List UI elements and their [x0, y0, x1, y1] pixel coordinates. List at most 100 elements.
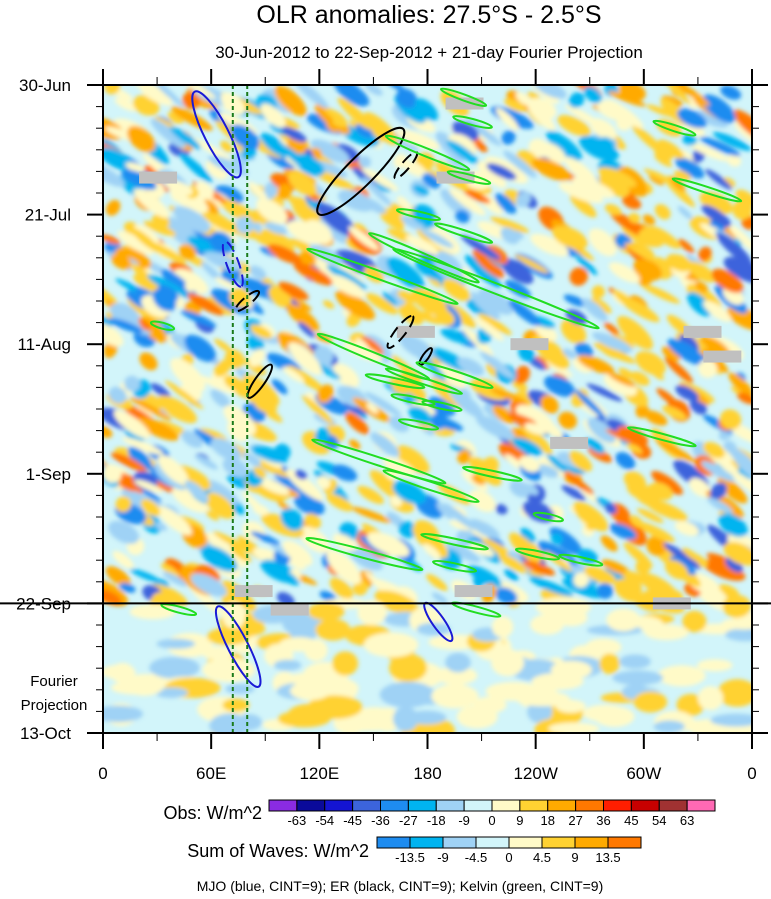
colorbar-level-label: 63 [680, 813, 694, 828]
missing-data-patch [510, 338, 549, 351]
projection-label-line2: Projection [21, 697, 88, 714]
colorbar-level-label: 18 [541, 813, 555, 828]
colorbar-level-label: -4.5 [465, 850, 487, 865]
colorbar-level-label: 9 [516, 813, 523, 828]
kelvin-contour [439, 87, 488, 108]
kelvin-contour [382, 469, 480, 504]
colorbar-level-label: -54 [315, 813, 334, 828]
colorbar-swatch [519, 799, 549, 812]
colorbar-swatch [658, 799, 688, 812]
colorbar-swatch [296, 799, 326, 812]
kelvin-contour [452, 115, 493, 129]
missing-data-patch [234, 585, 273, 598]
colorbar-level-label: -63 [287, 813, 306, 828]
kelvin-contour [421, 399, 463, 413]
colorbar-level-label: -45 [343, 813, 362, 828]
kelvin-contour [558, 553, 604, 567]
kelvin-contour [149, 320, 176, 331]
colorbar-level-label: 54 [652, 813, 666, 828]
y-tick-label: 1-Sep [26, 465, 71, 484]
colorbar-swatch [376, 836, 411, 849]
y-tick-label: 21-Jul [25, 206, 71, 225]
missing-data-patch [550, 436, 589, 449]
kelvin-contour [462, 465, 523, 482]
kelvin-contour [368, 232, 480, 284]
missing-data-patch [396, 325, 435, 338]
y-tick-label: 30-Jun [19, 76, 71, 95]
mjo-contour [191, 90, 242, 179]
chart-subtitle: 30-Jun-2012 to 22-Sep-2012 + 21-day Four… [215, 43, 643, 62]
waves-colorbar: Sum of Waves: W/m^2 -13.5 -9 -4.5 0 4.5 9 13.5 [187, 836, 642, 865]
y-tick-label: 22-Sep [16, 594, 71, 613]
kelvin-contour [364, 373, 426, 390]
colorbar-swatch [630, 799, 660, 812]
colorbar-level-label: -13.5 [395, 850, 425, 865]
colorbar-swatch [541, 836, 576, 849]
colorbar-swatch [442, 836, 477, 849]
colorbar-swatch [463, 799, 493, 812]
colorbar-swatch [607, 836, 642, 849]
kelvin-contour [160, 603, 198, 617]
colorbar-swatch [435, 799, 465, 812]
missing-data-patch [445, 97, 484, 110]
x-tick-label: 60W [626, 764, 661, 783]
y-axis: 30-Jun 21-Jul 11-Aug 1-Sep 22-Sep 13-Oct [16, 76, 768, 743]
missing-data-patch [270, 603, 309, 616]
colorbar-swatch [409, 836, 444, 849]
er-contour [386, 314, 415, 349]
colorbar-level-label: 4.5 [533, 850, 551, 865]
mjo-contour [221, 240, 244, 288]
kelvin-contour [532, 511, 564, 523]
kelvin-contour [420, 533, 489, 551]
missing-data-patch [703, 350, 742, 363]
x-tick-label: 120E [299, 764, 339, 783]
x-axis: 0 60E 120E 180 120W 60W 0 [98, 69, 757, 783]
chart-title: OLR anomalies: 27.5°S - 2.5°S [256, 1, 601, 29]
kelvin-contour [395, 208, 442, 222]
colorbar-level-label: -36 [371, 813, 390, 828]
colorbar-level-label: 27 [568, 813, 582, 828]
colorbar-swatch [475, 836, 510, 849]
kelvin-contour [652, 119, 697, 137]
kelvin-contour [392, 247, 600, 330]
colorbar-swatch [407, 799, 437, 812]
colorbar-level-label: 36 [596, 813, 610, 828]
projection-label-line1: Fourier [30, 673, 78, 690]
colorbar-level-label: 0 [488, 813, 495, 828]
x-tick-label: 0 [747, 764, 756, 783]
colorbar-swatch [352, 799, 381, 812]
kelvin-contour [397, 418, 440, 431]
kelvin-contour [384, 134, 471, 172]
colorbar-level-label: -18 [427, 813, 446, 828]
colorbar-swatch [324, 799, 354, 812]
reference-lines [231, 85, 249, 733]
colorbar-level-label: 0 [505, 850, 512, 865]
x-tick-label: 0 [98, 764, 107, 783]
kelvin-contour [305, 537, 424, 572]
kelvin-contour [311, 438, 447, 485]
colorbar-swatch [268, 799, 298, 812]
colorbar-swatch [603, 799, 632, 812]
kelvin-contour [446, 170, 492, 185]
wave-contours [149, 87, 743, 688]
colorbar-level-label: -9 [458, 813, 470, 828]
y-tick-label: 13-Oct [20, 724, 71, 743]
colorbar-level-label: -9 [437, 850, 449, 865]
colorbar-swatch [574, 836, 609, 849]
colorbar-level-label: 13.5 [595, 850, 620, 865]
x-tick-label: 180 [413, 764, 441, 783]
waves-colorbar-label: Sum of Waves: W/m^2 [187, 841, 369, 861]
x-tick-label: 120W [513, 764, 557, 783]
kelvin-contour [390, 393, 436, 407]
missing-data-patch [683, 325, 722, 338]
kelvin-contour [434, 222, 494, 244]
colorbar-swatch [491, 799, 521, 812]
er-contour [316, 126, 406, 216]
mjo-contour [214, 605, 262, 688]
kelvin-contour [627, 426, 697, 448]
colorbar-swatch [547, 799, 577, 812]
obs-colorbar: Obs: W/m^2 -63 -54 -45 -36 -27 -18 -9 0 9 18 27 36 4… [164, 799, 716, 828]
obs-colorbar-label: Obs: W/m^2 [164, 803, 262, 823]
er-contour [246, 363, 274, 399]
